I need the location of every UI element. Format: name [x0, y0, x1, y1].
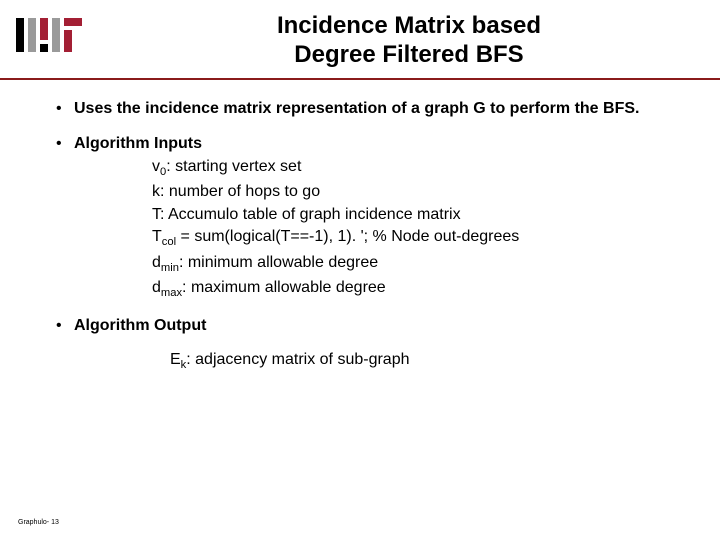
title-line-2: Degree Filtered BFS [294, 41, 523, 68]
bullet-inputs: Algorithm Inputs v0: starting vertex set… [56, 133, 680, 301]
input-v0: v0: starting vertex set [152, 156, 680, 180]
mit-logo [16, 18, 82, 52]
bullet-output: Algorithm Output Ek: adjacency matrix of… [56, 315, 680, 373]
slide-content: Uses the incidence matrix representation… [0, 84, 720, 373]
input-dmin: dmin: minimum allowable degree [152, 252, 680, 276]
bullet-output-head: Algorithm Output [74, 315, 680, 337]
inputs-list: v0: starting vertex set k: number of hop… [74, 156, 680, 301]
input-tcol: Tcol = sum(logical(T==-1), 1). '; % Node… [152, 226, 680, 250]
output-line: Ek: adjacency matrix of sub-graph [74, 349, 680, 373]
slide-title: Incidence Matrix based Degree Filtered B… [122, 12, 696, 78]
slide-header: Incidence Matrix based Degree Filtered B… [0, 0, 720, 80]
mit-logo-svg [16, 18, 82, 52]
bullet-uses: Uses the incidence matrix representation… [56, 98, 680, 120]
bullet-uses-text: Uses the incidence matrix representation… [74, 100, 639, 117]
input-t: T: Accumulo table of graph incidence mat… [152, 204, 680, 226]
bullet-inputs-head: Algorithm Inputs [74, 133, 680, 155]
slide-footer: Graphulo- 13 [18, 519, 59, 526]
input-dmax: dmax: maximum allowable degree [152, 277, 680, 301]
title-line-1: Incidence Matrix based [277, 12, 541, 39]
input-k: k: number of hops to go [152, 181, 680, 203]
